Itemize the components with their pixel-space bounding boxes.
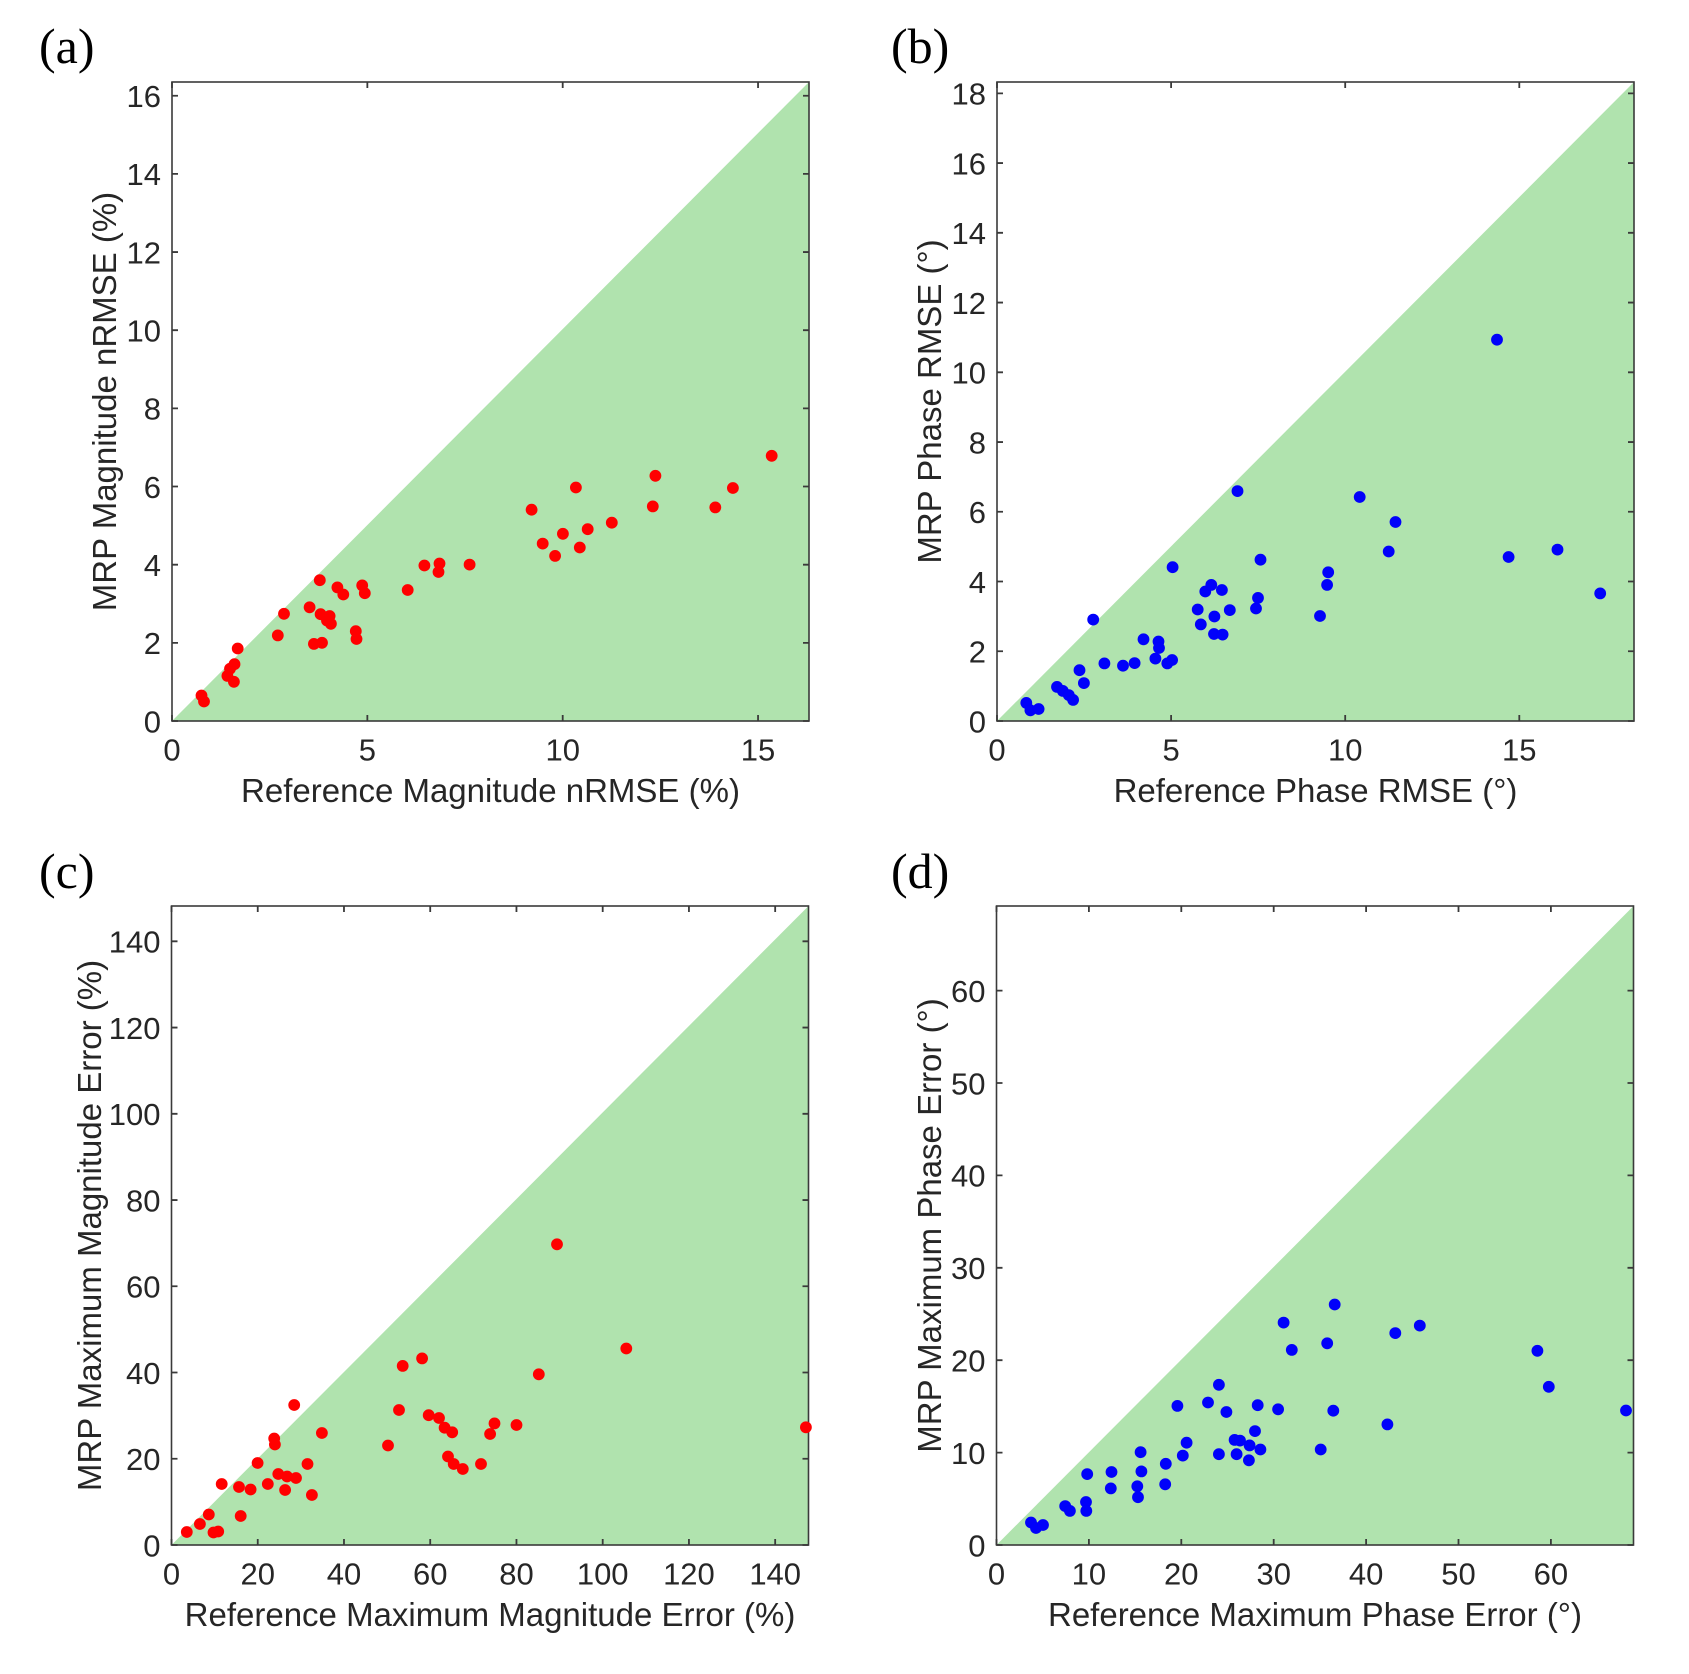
svg-text:10: 10 <box>1328 733 1362 768</box>
svg-text:20: 20 <box>126 1442 160 1477</box>
svg-text:MRP Maximum Phase Error (°): MRP Maximum Phase Error (°) <box>911 998 948 1453</box>
svg-text:80: 80 <box>499 1557 533 1592</box>
svg-text:5: 5 <box>1162 733 1179 768</box>
svg-text:8: 8 <box>144 392 161 427</box>
svg-text:140: 140 <box>749 1557 801 1592</box>
svg-text:100: 100 <box>577 1557 629 1592</box>
svg-text:16: 16 <box>952 146 986 181</box>
svg-text:(d): (d) <box>891 843 949 899</box>
svg-text:20: 20 <box>1164 1557 1198 1592</box>
svg-text:12: 12 <box>127 235 161 270</box>
svg-text:16: 16 <box>127 79 161 114</box>
svg-text:10: 10 <box>952 356 986 391</box>
svg-text:0: 0 <box>969 704 986 739</box>
svg-text:10: 10 <box>1072 1557 1106 1592</box>
svg-text:(b): (b) <box>891 18 949 74</box>
svg-text:40: 40 <box>327 1557 361 1592</box>
svg-text:2: 2 <box>969 635 986 670</box>
svg-text:(a): (a) <box>39 18 95 74</box>
svg-text:5: 5 <box>359 733 376 768</box>
svg-text:60: 60 <box>126 1270 160 1305</box>
svg-text:0: 0 <box>144 704 161 739</box>
svg-text:10: 10 <box>127 314 161 349</box>
svg-text:6: 6 <box>969 495 986 530</box>
svg-text:Reference Maximum Magnitude Er: Reference Maximum Magnitude Error (%) <box>185 1596 796 1633</box>
svg-text:4: 4 <box>969 565 986 600</box>
svg-text:Reference Maximum Phase Error: Reference Maximum Phase Error (°) <box>1048 1596 1582 1633</box>
svg-text:50: 50 <box>1441 1557 1475 1592</box>
svg-text:0: 0 <box>988 733 1005 768</box>
svg-text:15: 15 <box>741 733 775 768</box>
svg-text:10: 10 <box>545 733 579 768</box>
svg-text:MRP Magnitude nRMSE (%): MRP Magnitude nRMSE (%) <box>86 192 123 611</box>
svg-text:20: 20 <box>240 1557 274 1592</box>
svg-text:30: 30 <box>951 1251 985 1286</box>
svg-text:12: 12 <box>952 286 986 321</box>
svg-text:Reference Magnitude nRMSE (%): Reference Magnitude nRMSE (%) <box>241 772 740 809</box>
svg-text:14: 14 <box>127 157 161 192</box>
svg-text:60: 60 <box>1534 1557 1568 1592</box>
svg-text:15: 15 <box>1502 733 1536 768</box>
svg-text:40: 40 <box>126 1356 160 1391</box>
svg-text:MRP Maximum Magnitude Error (%: MRP Maximum Magnitude Error (%) <box>71 960 108 1491</box>
svg-text:8: 8 <box>969 425 986 460</box>
svg-text:60: 60 <box>951 974 985 1009</box>
svg-text:80: 80 <box>126 1183 160 1218</box>
svg-text:60: 60 <box>413 1557 447 1592</box>
svg-text:0: 0 <box>163 733 180 768</box>
svg-text:40: 40 <box>951 1159 985 1194</box>
svg-text:0: 0 <box>163 1557 180 1592</box>
svg-text:4: 4 <box>144 548 161 583</box>
svg-text:(c): (c) <box>39 843 95 899</box>
svg-text:Reference Phase RMSE (°): Reference Phase RMSE (°) <box>1114 772 1518 809</box>
svg-text:40: 40 <box>1349 1557 1383 1592</box>
svg-text:MRP Phase RMSE (°): MRP Phase RMSE (°) <box>911 239 948 563</box>
svg-text:140: 140 <box>109 925 161 960</box>
svg-text:10: 10 <box>951 1436 985 1471</box>
svg-text:0: 0 <box>968 1528 985 1563</box>
svg-text:14: 14 <box>952 216 986 251</box>
svg-text:30: 30 <box>1256 1557 1290 1592</box>
svg-text:120: 120 <box>663 1557 715 1592</box>
svg-text:20: 20 <box>951 1344 985 1379</box>
svg-text:50: 50 <box>951 1066 985 1101</box>
svg-text:0: 0 <box>143 1528 160 1563</box>
svg-text:100: 100 <box>109 1097 161 1132</box>
svg-text:0: 0 <box>988 1557 1005 1592</box>
svg-text:18: 18 <box>952 77 986 112</box>
svg-text:120: 120 <box>109 1011 161 1046</box>
svg-text:6: 6 <box>144 470 161 505</box>
svg-text:2: 2 <box>144 626 161 661</box>
